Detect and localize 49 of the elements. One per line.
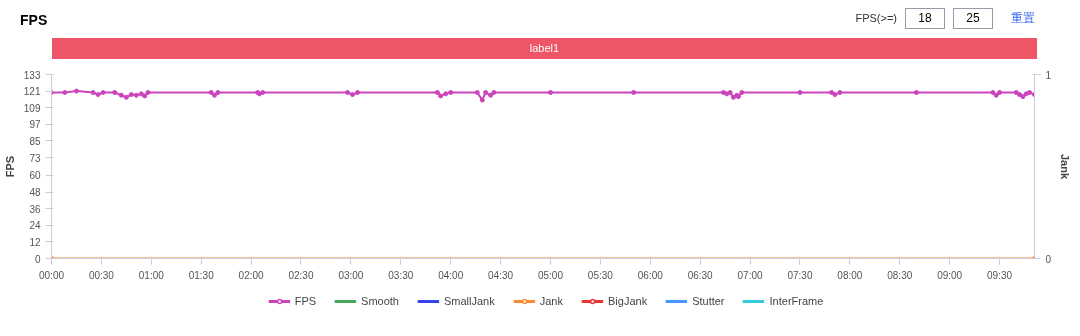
y-tick-label: 24 <box>29 220 41 232</box>
x-tick-label: 02:00 <box>238 269 265 281</box>
y-tick-label: 0 <box>34 253 41 265</box>
x-tick-label: 05:00 <box>537 269 564 281</box>
y-axis-title: FPS <box>3 155 16 178</box>
y-tick-label: 85 <box>29 135 41 147</box>
x-tick-label: 00:30 <box>88 269 115 281</box>
legend-label: FPS <box>294 295 317 307</box>
x-tick-label: 03:30 <box>388 269 414 281</box>
legend-label: Stutter <box>692 295 725 307</box>
text: FPS(>=) <box>855 12 897 24</box>
x-tick-label: 02:30 <box>288 269 314 281</box>
y-tick-label: 121 <box>23 86 41 98</box>
x-tick-label: 09:30 <box>987 269 1013 281</box>
x-tick-label: 07:30 <box>787 269 813 281</box>
chart-title: FPS <box>20 11 48 30</box>
y2-tick-label: 0 <box>1045 253 1052 265</box>
y2-axis-title: Jank <box>1059 153 1072 180</box>
x-tick-label: 05:30 <box>587 269 614 281</box>
y-tick-label: 12 <box>29 236 41 248</box>
text: 25 <box>953 8 993 30</box>
y-tick-label: 48 <box>29 187 41 199</box>
x-tick-label: 00:00 <box>38 269 65 281</box>
x-tick-label: 01:00 <box>138 269 165 281</box>
x-tick-label: 06:30 <box>687 269 714 281</box>
y-tick-label: 109 <box>23 102 41 114</box>
y-tick-label: 97 <box>29 119 41 131</box>
legend-label: Smooth <box>361 295 399 307</box>
text: 重置 <box>1011 11 1035 25</box>
x-tick-label: 08:30 <box>887 269 913 281</box>
y-tick-label: 60 <box>29 170 41 182</box>
x-tick-label: 03:00 <box>338 269 364 281</box>
x-tick-label: 09:00 <box>937 269 963 281</box>
y-tick-label: 133 <box>23 69 41 81</box>
x-tick-label: 04:30 <box>488 269 514 281</box>
legend-label: InterFrame <box>769 295 824 307</box>
text: 18 <box>905 8 945 30</box>
legend-label: BigJank <box>607 295 648 307</box>
x-tick-label: 07:00 <box>737 269 764 281</box>
legend-label: Jank <box>539 295 563 307</box>
y2-tick-label: 1 <box>1045 69 1052 81</box>
text: label1 <box>52 38 1037 59</box>
y-tick-label: 73 <box>29 152 41 164</box>
x-tick-label: 08:00 <box>837 269 863 281</box>
x-tick-label: 06:00 <box>637 269 664 281</box>
legend-label: SmallJank <box>443 295 495 307</box>
x-tick-label: 01:30 <box>188 269 215 281</box>
x-tick-label: 04:00 <box>438 269 464 281</box>
y-tick-label: 36 <box>29 203 41 215</box>
